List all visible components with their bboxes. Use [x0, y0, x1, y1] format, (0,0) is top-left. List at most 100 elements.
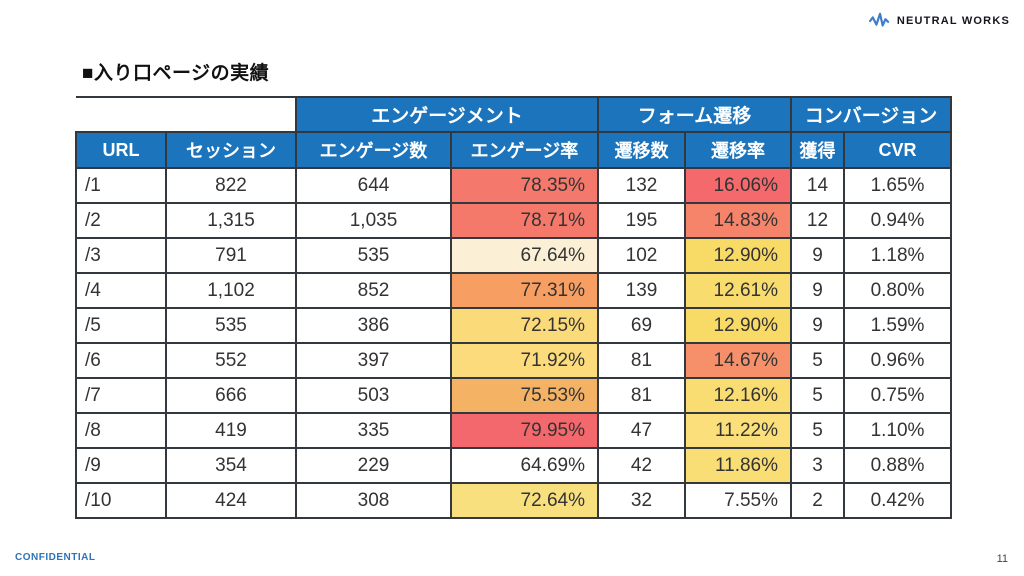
- cell-engage-rate: 78.35%: [450, 167, 599, 204]
- cell-transition-count: 32: [597, 482, 686, 519]
- cell-engage-count: 229: [295, 447, 452, 484]
- cell-engage-rate: 71.92%: [450, 342, 599, 379]
- cell-url: /5: [75, 307, 167, 344]
- cell-cvr: 1.18%: [843, 237, 952, 274]
- cell-transition-rate: 14.83%: [684, 202, 792, 239]
- cell-url: /2: [75, 202, 167, 239]
- cell-sessions: 791: [165, 237, 297, 274]
- cell-acquisitions: 9: [790, 272, 845, 309]
- cell-engage-rate: 64.69%: [450, 447, 599, 484]
- cell-url: /6: [75, 342, 167, 379]
- cell-cvr: 1.59%: [843, 307, 952, 344]
- cell-sessions: 552: [165, 342, 297, 379]
- cell-transition-rate: 11.86%: [684, 447, 792, 484]
- cell-transition-count: 69: [597, 307, 686, 344]
- cell-engage-count: 397: [295, 342, 452, 379]
- cell-engage-count: 386: [295, 307, 452, 344]
- cell-engage-rate: 77.31%: [450, 272, 599, 309]
- cell-acquisitions: 3: [790, 447, 845, 484]
- group-header-engagement: エンゲージメント: [295, 96, 599, 133]
- column-header-sessions: セッション: [165, 131, 297, 169]
- cell-cvr: 0.88%: [843, 447, 952, 484]
- cell-acquisitions: 12: [790, 202, 845, 239]
- table-row: /1 822 644 78.35% 132 16.06% 14 1.65%: [75, 167, 952, 204]
- entrance-page-results-table: エンゲージメント フォーム遷移 コンバージョン URL セッション エンゲージ数…: [75, 96, 952, 519]
- cell-transition-count: 81: [597, 377, 686, 414]
- cell-engage-count: 535: [295, 237, 452, 274]
- logo: NEUTRAL WORKS: [868, 12, 1010, 30]
- cell-transition-count: 195: [597, 202, 686, 239]
- logo-text: NEUTRAL WORKS: [896, 15, 1010, 27]
- cell-sessions: 535: [165, 307, 297, 344]
- cell-acquisitions: 5: [790, 377, 845, 414]
- column-header-transition-count: 遷移数: [597, 131, 686, 169]
- cell-engage-rate: 67.64%: [450, 237, 599, 274]
- table-group-header-row: エンゲージメント フォーム遷移 コンバージョン: [76, 96, 952, 133]
- column-header-engage-count: エンゲージ数: [295, 131, 452, 169]
- cell-url: /4: [75, 272, 167, 309]
- cell-url: /7: [75, 377, 167, 414]
- cell-acquisitions: 2: [790, 482, 845, 519]
- cell-cvr: 1.10%: [843, 412, 952, 449]
- group-header-form-transition: フォーム遷移: [597, 96, 792, 133]
- table-row: /2 1,315 1,035 78.71% 195 14.83% 12 0.94%: [75, 202, 952, 239]
- page-number: 11: [996, 553, 1008, 565]
- column-header-acquisitions: 獲得: [790, 131, 845, 169]
- cell-engage-rate: 72.15%: [450, 307, 599, 344]
- cell-sessions: 424: [165, 482, 297, 519]
- cell-transition-rate: 12.61%: [684, 272, 792, 309]
- cell-cvr: 1.65%: [843, 167, 952, 204]
- cell-cvr: 0.94%: [843, 202, 952, 239]
- table-row: /5 535 386 72.15% 69 12.90% 9 1.59%: [75, 307, 952, 344]
- cell-sessions: 419: [165, 412, 297, 449]
- cell-engage-count: 503: [295, 377, 452, 414]
- page-title: ■入り口ページの実績: [82, 63, 270, 84]
- cell-engage-count: 644: [295, 167, 452, 204]
- cell-acquisitions: 14: [790, 167, 845, 204]
- cell-cvr: 0.75%: [843, 377, 952, 414]
- cell-acquisitions: 9: [790, 237, 845, 274]
- cell-transition-rate: 12.90%: [684, 307, 792, 344]
- cell-engage-rate: 78.71%: [450, 202, 599, 239]
- group-header-spacer: [76, 96, 296, 132]
- cell-sessions: 666: [165, 377, 297, 414]
- cell-transition-rate: 12.16%: [684, 377, 792, 414]
- cell-cvr: 0.96%: [843, 342, 952, 379]
- table-row: /3 791 535 67.64% 102 12.90% 9 1.18%: [75, 237, 952, 274]
- cell-transition-rate: 12.90%: [684, 237, 792, 274]
- cell-transition-count: 47: [597, 412, 686, 449]
- cell-sessions: 1,102: [165, 272, 297, 309]
- table-row: /7 666 503 75.53% 81 12.16% 5 0.75%: [75, 377, 952, 414]
- cell-transition-rate: 11.22%: [684, 412, 792, 449]
- column-header-transition-rate: 遷移率: [684, 131, 792, 169]
- cell-acquisitions: 9: [790, 307, 845, 344]
- column-header-url: URL: [75, 131, 167, 169]
- table-row: /6 552 397 71.92% 81 14.67% 5 0.96%: [75, 342, 952, 379]
- table-row: /4 1,102 852 77.31% 139 12.61% 9 0.80%: [75, 272, 952, 309]
- cell-engage-count: 308: [295, 482, 452, 519]
- table-row: /8 419 335 79.95% 47 11.22% 5 1.10%: [75, 412, 952, 449]
- pulse-waveform-icon: [868, 12, 890, 27]
- cell-engage-rate: 72.64%: [450, 482, 599, 519]
- cell-engage-rate: 79.95%: [450, 412, 599, 449]
- cell-transition-count: 102: [597, 237, 686, 274]
- cell-engage-count: 1,035: [295, 202, 452, 239]
- confidential-label: CONFIDENTIAL: [15, 552, 96, 563]
- cell-transition-count: 42: [597, 447, 686, 484]
- cell-engage-count: 335: [295, 412, 452, 449]
- cell-transition-rate: 7.55%: [684, 482, 792, 519]
- cell-url: /8: [75, 412, 167, 449]
- cell-acquisitions: 5: [790, 412, 845, 449]
- cell-transition-count: 81: [597, 342, 686, 379]
- column-header-cvr: CVR: [843, 131, 952, 169]
- cell-url: /9: [75, 447, 167, 484]
- cell-transition-count: 139: [597, 272, 686, 309]
- table-row: /10 424 308 72.64% 32 7.55% 2 0.42%: [75, 482, 952, 519]
- group-header-conversion: コンバージョン: [790, 96, 952, 133]
- cell-transition-rate: 14.67%: [684, 342, 792, 379]
- cell-url: /3: [75, 237, 167, 274]
- cell-transition-rate: 16.06%: [684, 167, 792, 204]
- cell-sessions: 354: [165, 447, 297, 484]
- table-body: /1 822 644 78.35% 132 16.06% 14 1.65%/2 1,315 1,0…: [75, 167, 952, 519]
